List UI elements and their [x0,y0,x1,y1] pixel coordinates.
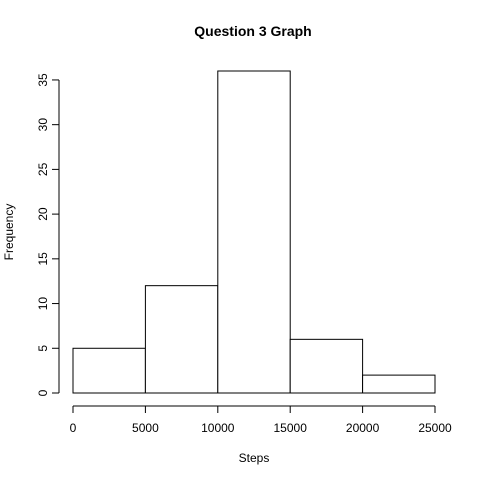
x-tick-label-1: 5000 [132,421,159,435]
x-tick-label-0: 0 [70,421,77,435]
histogram-bar-2 [217,70,291,394]
y-axis: 0 5 10 15 20 25 30 35 [36,73,60,396]
x-axis-label: Steps [239,451,270,465]
y-ticks: 0 5 10 15 20 25 30 35 [36,73,59,396]
y-axis-label: Frequency [2,204,16,261]
y-tick-label-4: 20 [36,207,50,221]
y-tick-label-0: 0 [36,389,50,396]
x-axis: 0 5000 10000 15000 20000 25000 [70,405,452,435]
x-tick-label-4: 20000 [346,421,380,435]
x-tick-label-3: 15000 [274,421,308,435]
x-tick-label-2: 10000 [201,421,235,435]
y-tick-label-7: 35 [36,73,50,87]
x-tick-label-5: 25000 [418,421,452,435]
y-tick-label-5: 25 [36,162,50,176]
bars-group [72,70,436,394]
y-tick-label-1: 5 [36,345,50,352]
histogram-bar-0 [72,347,146,394]
chart-title: Question 3 Graph [194,23,311,39]
x-ticks: 0 5000 10000 15000 20000 25000 [70,406,452,435]
y-tick-label-2: 10 [36,297,50,311]
histogram-bar-3 [289,338,364,394]
y-tick-label-3: 15 [36,252,50,266]
histogram-bar-4 [362,374,436,394]
histogram-bar-1 [144,285,219,394]
y-tick-label-6: 30 [36,118,50,132]
